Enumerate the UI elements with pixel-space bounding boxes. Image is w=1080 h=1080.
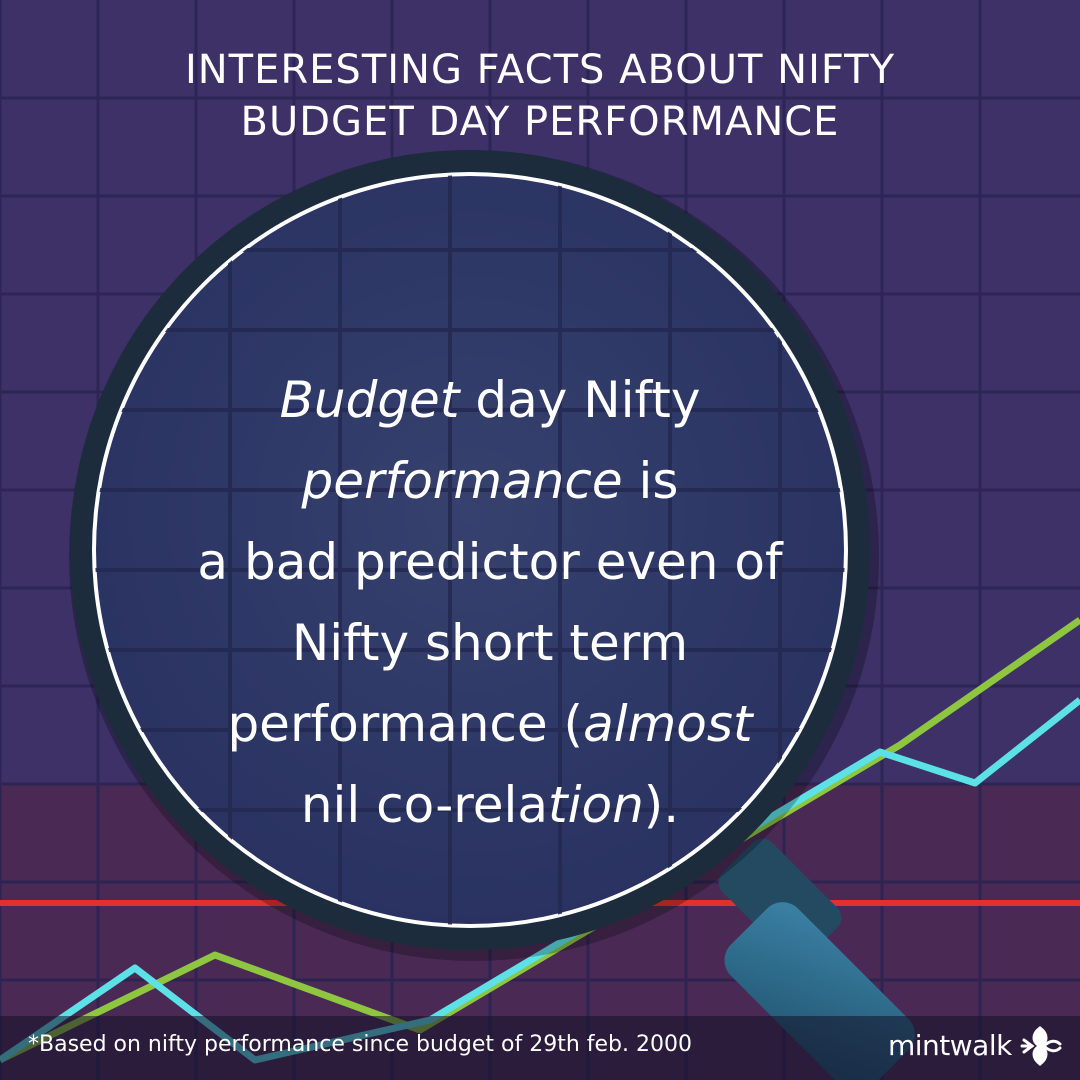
- brand-name: mintwalk: [888, 1029, 1012, 1062]
- mintwalk-logo-icon: [1020, 1026, 1062, 1066]
- page-title: INTERESTING FACTS ABOUT NIFTY BUDGET DAY…: [0, 44, 1080, 148]
- footnote: *Based on nifty performance since budget…: [28, 1032, 692, 1057]
- fact-line-2-italic: performance: [301, 452, 623, 510]
- fact-statement: Budget day Nifty performance is a bad pr…: [110, 360, 870, 846]
- fact-line-6: nil co-relation).: [110, 765, 870, 846]
- fact-line-2-rest: is: [622, 452, 679, 510]
- fact-line-6-start: nil co-rela: [300, 776, 548, 834]
- fact-line-3: a bad predictor even of: [197, 533, 783, 591]
- lens-glass: [96, 176, 844, 924]
- brand-logo: mintwalk: [888, 1022, 1068, 1070]
- title-line-2: BUDGET DAY PERFORMANCE: [240, 99, 840, 145]
- fact-line-6-italic: tion: [547, 776, 644, 834]
- fact-line-1: Budget day Nifty: [110, 360, 870, 441]
- fact-line-5-start: performance (: [227, 695, 584, 753]
- fact-line-5-italic: almost: [583, 695, 753, 753]
- footer-bar: [0, 1016, 1080, 1080]
- fact-line-1-italic: Budget: [279, 371, 460, 429]
- title-line-1: INTERESTING FACTS ABOUT NIFTY: [184, 47, 896, 93]
- fact-line-5: performance (almost: [110, 684, 870, 765]
- fact-line-2: performance is: [110, 441, 870, 522]
- fact-line-4: Nifty short term: [291, 614, 689, 672]
- fact-line-1-rest: day Nifty: [459, 371, 701, 429]
- fact-line-6-end: ).: [643, 776, 680, 834]
